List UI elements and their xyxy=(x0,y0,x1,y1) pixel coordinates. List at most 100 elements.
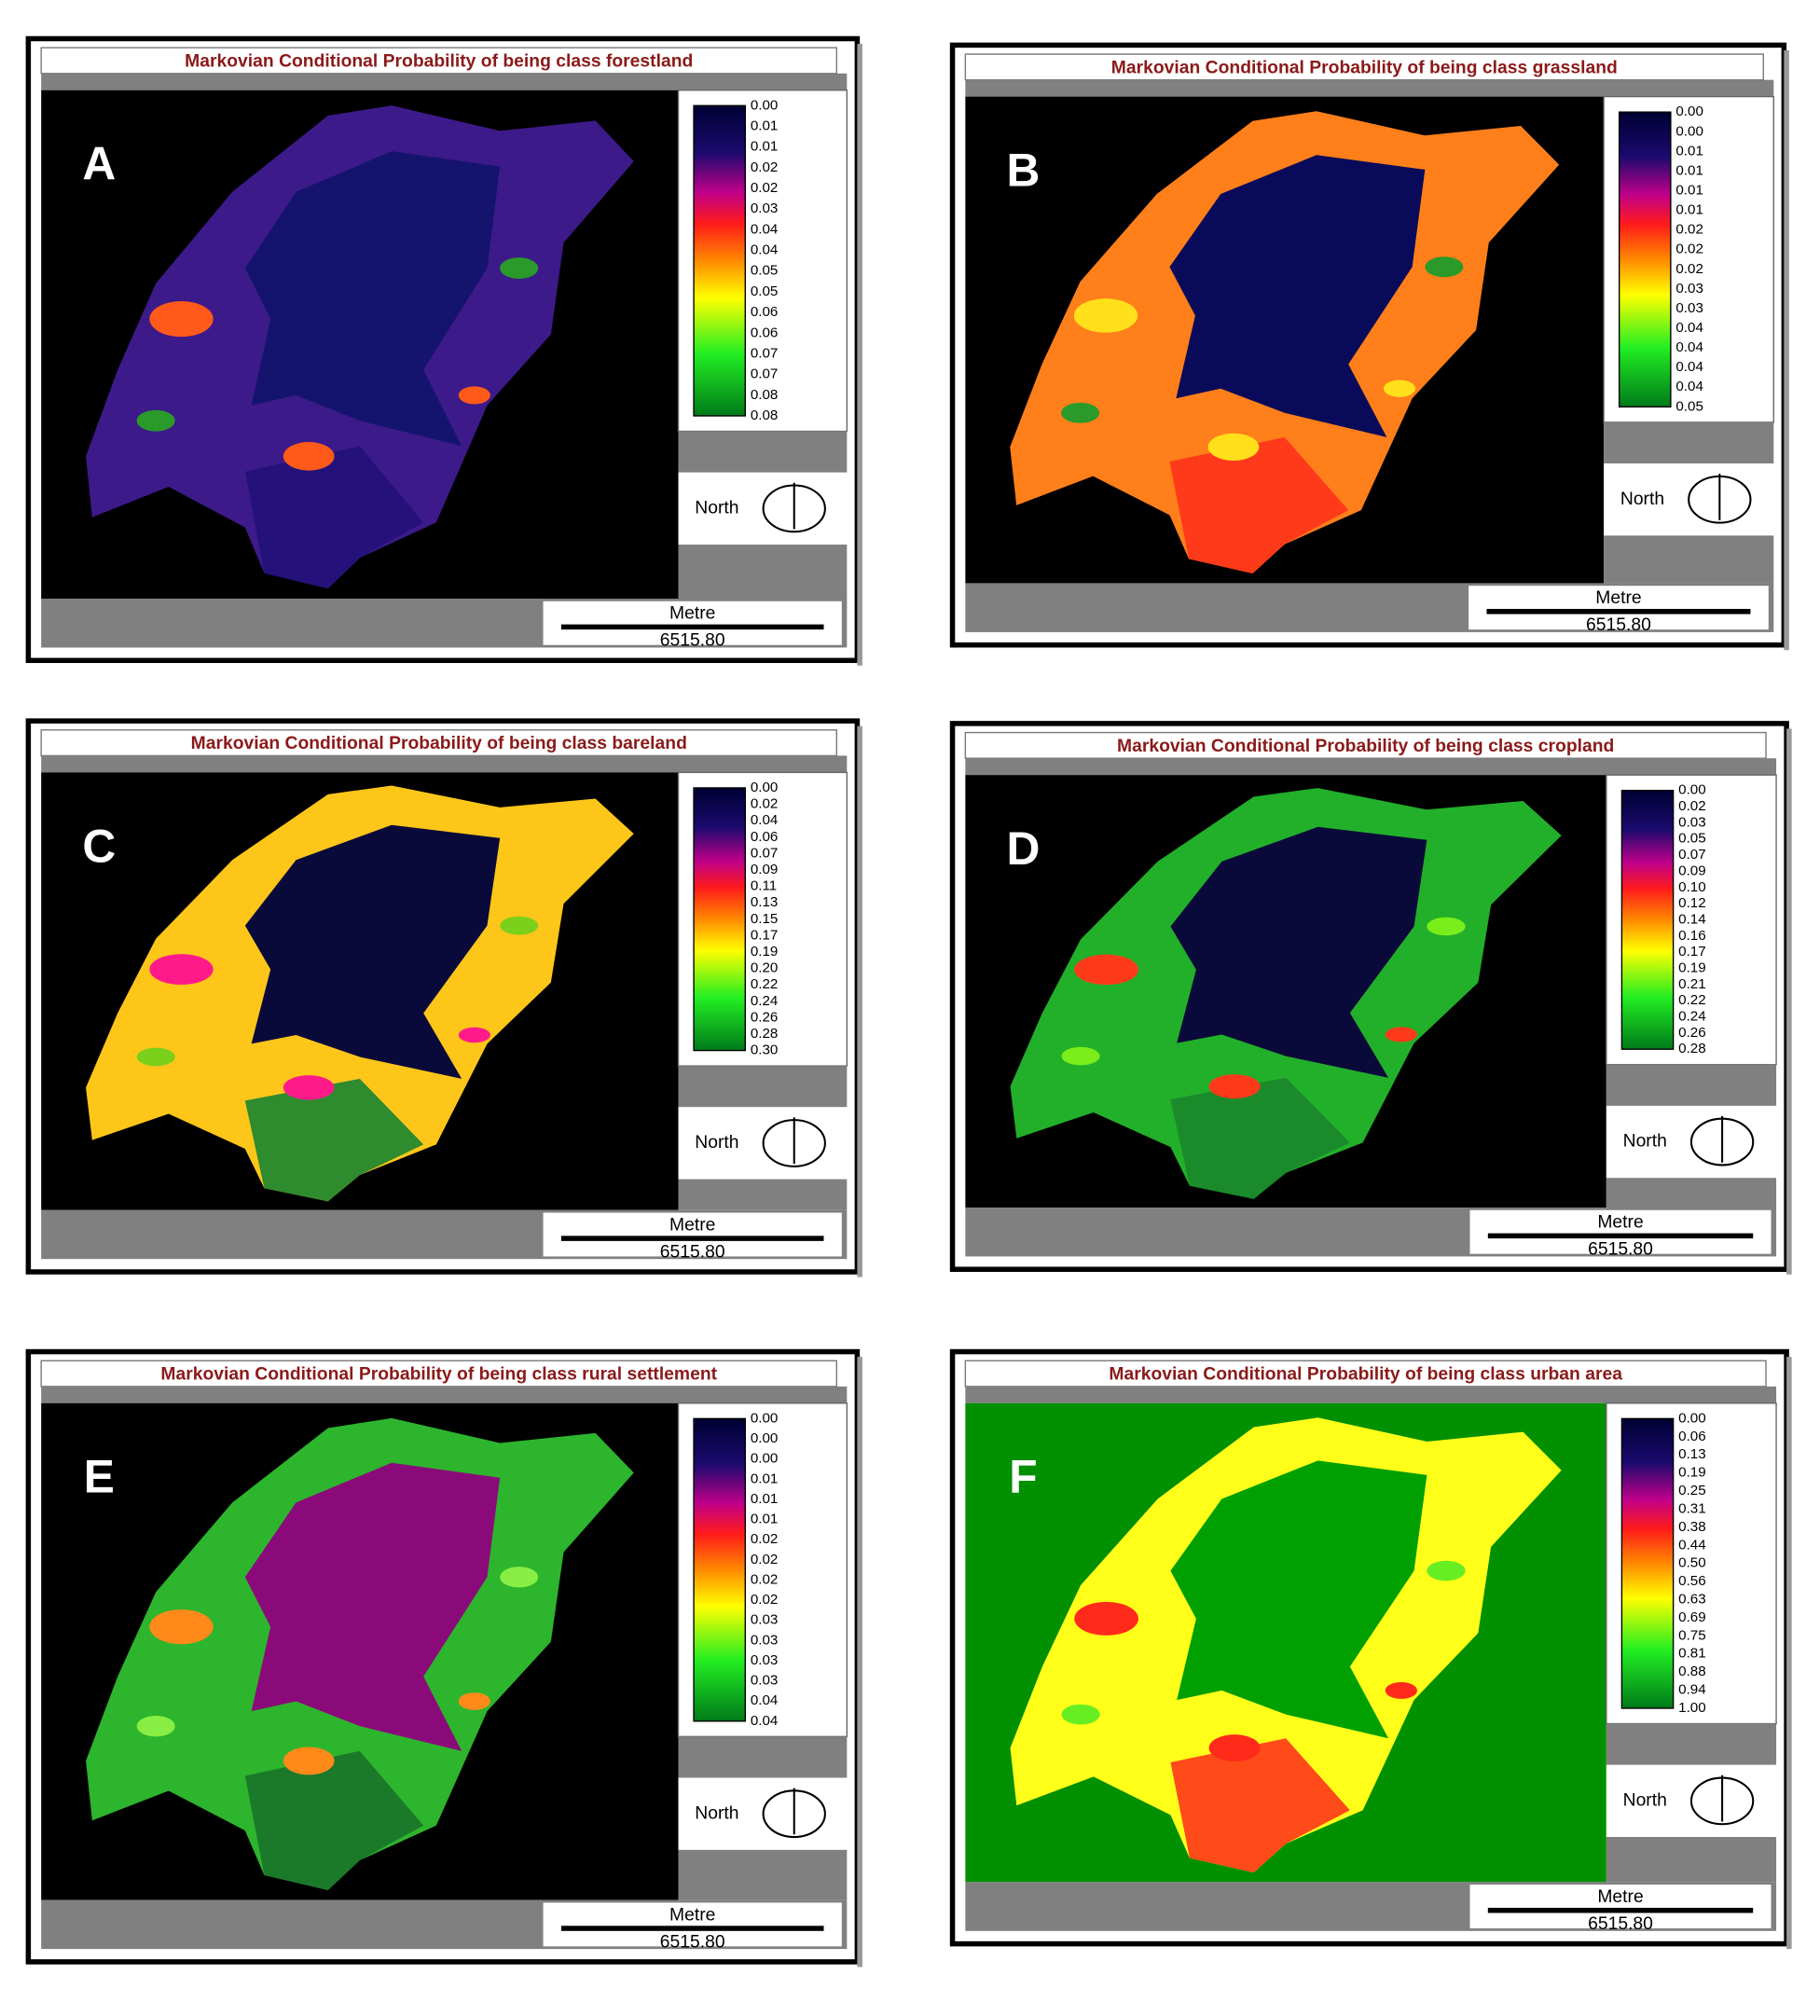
legend-ramp xyxy=(693,1417,746,1722)
map-panel: Markovian Conditional Probability of bei… xyxy=(949,721,1792,1275)
legend-label: 0.05 xyxy=(751,283,779,299)
gray-block xyxy=(1606,1723,1777,1765)
panel-title: Markovian Conditional Probability of bei… xyxy=(1117,737,1614,756)
scale-value: 6515.80 xyxy=(1588,1914,1653,1934)
scale-value: 6515.80 xyxy=(1586,615,1651,635)
gray-block xyxy=(1604,535,1774,584)
legend-label: 0.03 xyxy=(751,1652,779,1668)
legend-label: 0.02 xyxy=(1675,261,1703,277)
legend-label: 0.02 xyxy=(1678,798,1706,814)
region-patch xyxy=(1061,1046,1100,1066)
scale-box xyxy=(1469,1209,1772,1254)
legend-label: 0.01 xyxy=(751,139,779,155)
legend-ramp xyxy=(1620,790,1675,1050)
panel-title: Markovian Conditional Probability of bei… xyxy=(160,1365,717,1385)
north-label: North xyxy=(695,1133,738,1153)
panel-letter: D xyxy=(1007,822,1041,875)
region-patch xyxy=(1074,954,1138,986)
panel-letter: C xyxy=(82,820,116,872)
legend-label: 0.04 xyxy=(751,1713,779,1729)
gray-strip xyxy=(41,755,848,773)
legend-label: 0.04 xyxy=(751,1692,779,1708)
region-patch xyxy=(1385,1681,1418,1699)
region-patch xyxy=(1208,1074,1261,1099)
legend-label: 0.00 xyxy=(1678,782,1706,798)
panel-letter: B xyxy=(1007,145,1041,197)
region-patch xyxy=(283,1075,335,1100)
legend-label: 0.69 xyxy=(1678,1609,1706,1625)
scale-unit: Metre xyxy=(669,1215,715,1235)
legend-label: 0.01 xyxy=(1675,162,1703,178)
region-patch xyxy=(1061,1704,1100,1725)
scale-bar xyxy=(1486,609,1751,614)
legend-label: 0.16 xyxy=(1678,928,1706,944)
legend-label: 0.24 xyxy=(1678,1009,1706,1025)
panel-shadow xyxy=(857,725,862,1277)
legend-label: 0.07 xyxy=(1678,847,1706,863)
legend-ramp xyxy=(1620,1417,1675,1709)
scale-value: 6515.80 xyxy=(660,1932,725,1952)
legend-label: 0.26 xyxy=(751,1009,779,1025)
legend-label: 0.38 xyxy=(1678,1519,1706,1535)
legend-label: 0.06 xyxy=(1678,1429,1706,1444)
region-patch xyxy=(1385,1027,1418,1043)
region-patch xyxy=(458,386,490,405)
legend-label: 0.81 xyxy=(1678,1646,1706,1662)
panel-shadow xyxy=(1786,728,1792,1275)
scale-unit: Metre xyxy=(669,604,715,624)
legend-label: 0.17 xyxy=(751,927,779,943)
legend-label: 0.04 xyxy=(1675,320,1703,336)
region-south xyxy=(244,446,424,589)
region-patch xyxy=(1208,1734,1261,1761)
legend-label: 0.07 xyxy=(751,345,779,361)
region-patch xyxy=(149,954,214,986)
region-patch xyxy=(283,442,335,471)
panel-title: Markovian Conditional Probability of bei… xyxy=(185,51,693,71)
map-panel: Markovian Conditional Probability of bei… xyxy=(949,42,1789,651)
north-label: North xyxy=(695,1803,738,1823)
legend-label: 0.44 xyxy=(1678,1537,1706,1553)
gray-strip xyxy=(965,1386,1777,1403)
legend-label: 0.01 xyxy=(1675,202,1703,218)
legend-label: 0.28 xyxy=(1678,1041,1706,1056)
scale-box xyxy=(543,1902,842,1947)
scale-box xyxy=(543,1212,842,1257)
map-panel: Markovian Conditional Probability of bei… xyxy=(25,718,862,1277)
legend-label: 0.03 xyxy=(1675,281,1703,297)
scale-unit: Metre xyxy=(1597,1887,1643,1907)
legend-label: 0.03 xyxy=(751,1632,779,1648)
legend-label: 0.31 xyxy=(1678,1500,1706,1516)
region-patch xyxy=(458,1027,490,1043)
region-core xyxy=(1170,1460,1427,1739)
north-label: North xyxy=(1620,490,1664,509)
legend-label: 0.88 xyxy=(1678,1664,1706,1679)
legend-label: 0.12 xyxy=(1678,895,1706,911)
region-patch xyxy=(500,1567,539,1588)
region-south xyxy=(1169,436,1349,573)
legend-label: 0.14 xyxy=(1678,911,1706,927)
scale-bar xyxy=(560,624,824,630)
region-south xyxy=(244,1078,424,1202)
scale-unit: Metre xyxy=(1595,588,1641,608)
title-box xyxy=(40,47,838,75)
region-patch xyxy=(136,1047,175,1067)
region-patch xyxy=(1425,256,1464,278)
legend-label: 0.02 xyxy=(751,796,779,812)
gray-block xyxy=(678,1736,848,1778)
legend-label: 0.17 xyxy=(1678,944,1706,960)
north-label: North xyxy=(695,498,738,518)
legend-label: 0.21 xyxy=(1678,976,1706,992)
region-patch xyxy=(136,1715,175,1737)
legend-label: 0.02 xyxy=(1675,222,1703,238)
legend-label: 0.07 xyxy=(751,845,779,861)
legend-label: 0.02 xyxy=(751,1552,779,1567)
legend-label: 0.02 xyxy=(751,180,779,196)
panel-title: Markovian Conditional Probability of bei… xyxy=(1109,1365,1622,1385)
title-box xyxy=(964,731,1767,759)
legend-label: 0.04 xyxy=(1675,339,1703,355)
region-core xyxy=(1169,155,1426,437)
legend-label: 0.13 xyxy=(751,894,779,910)
panel-title: Markovian Conditional Probability of bei… xyxy=(191,734,687,753)
legend-label: 0.63 xyxy=(1678,1592,1706,1608)
